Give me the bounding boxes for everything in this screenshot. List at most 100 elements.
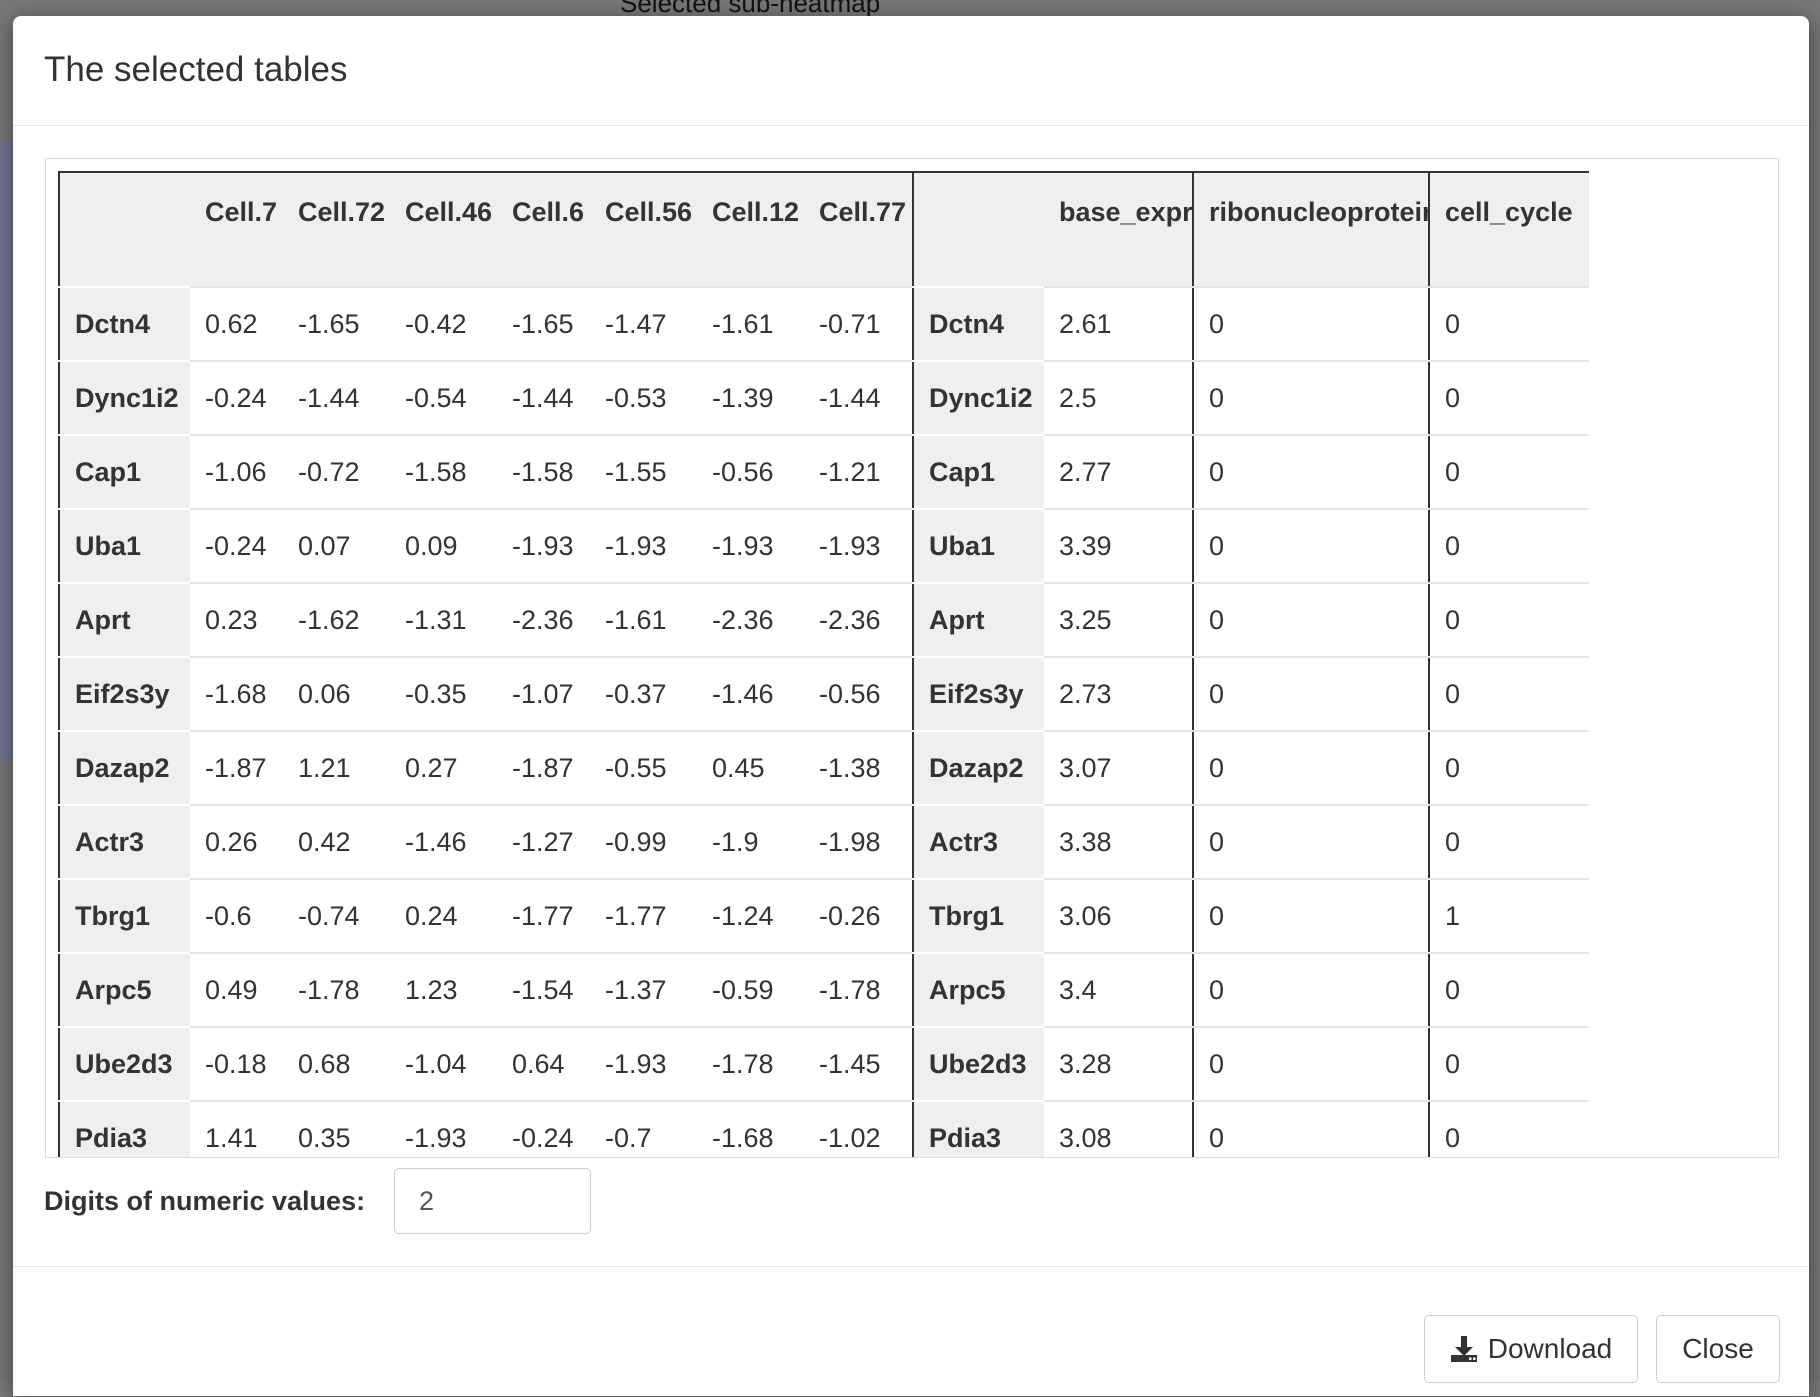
table-row: 0: [1429, 360, 1589, 435]
row-header-gene: Ube2d3: [913, 1026, 1044, 1101]
dialog-header: The selected tables: [13, 16, 1809, 126]
column-header: base_expr: [1044, 173, 1192, 287]
table-cell: -1.93: [497, 508, 590, 583]
table-cell: 2.73: [1044, 656, 1192, 731]
row-header-gene: Eif2s3y: [59, 656, 190, 731]
expression-table: Cell.7 Cell.72 Cell.46 Cell.6 Cell.56 Cell.12…: [58, 173, 912, 1157]
table-row: Aprt 0.23 -1.62 -1.31 -2.36 -1.61 -2.36 -2.36: [59, 582, 912, 657]
table-cell: -0.24: [497, 1100, 590, 1157]
row-header-gene: Uba1: [913, 508, 1044, 583]
close-button[interactable]: Close: [1656, 1315, 1780, 1383]
table-cell: -2.36: [804, 582, 912, 657]
download-button[interactable]: Download: [1424, 1315, 1638, 1383]
table-cell: 0: [1429, 656, 1589, 731]
table-row: Eif2s3y 2.73: [913, 656, 1192, 731]
table-row: 0: [1429, 508, 1589, 583]
table-cell: -0.6: [190, 878, 283, 953]
table-row: Dync1i2 2.5: [913, 360, 1192, 435]
table-cell: 0: [1193, 582, 1428, 657]
row-header-gene: Aprt: [913, 582, 1044, 657]
table-scroll-area[interactable]: Cell.7 Cell.72 Cell.46 Cell.6 Cell.56 Cell.12…: [45, 158, 1779, 1158]
table-cell: 0: [1193, 508, 1428, 583]
table-cell: 1: [1429, 878, 1589, 953]
table-cell: -1.87: [190, 730, 283, 805]
table-cell: 0.35: [283, 1100, 390, 1157]
table-cell: -1.04: [390, 1026, 497, 1101]
table-cell: -0.74: [283, 878, 390, 953]
table-cell: 0: [1429, 1026, 1589, 1101]
table-cell: 0.06: [283, 656, 390, 731]
dialog-title: The selected tables: [44, 50, 348, 89]
table-cell: -2.36: [697, 582, 804, 657]
table-cell: 3.38: [1044, 804, 1192, 879]
table-cell: 3.39: [1044, 508, 1192, 583]
table-cell: -1.78: [804, 952, 912, 1027]
digits-input[interactable]: [394, 1168, 591, 1234]
table-cell: 0.62: [190, 286, 283, 361]
table-row: 0: [1429, 582, 1589, 657]
table-cell: -2.36: [497, 582, 590, 657]
row-header-gene: Dazap2: [913, 730, 1044, 805]
table-cell: 3.08: [1044, 1100, 1192, 1157]
table-cell: -0.24: [190, 508, 283, 583]
table-row: Uba1 -0.24 0.07 0.09 -1.93 -1.93 -1.93 -1.93: [59, 508, 912, 583]
table-cell: -1.02: [804, 1100, 912, 1157]
table-cell: 0.23: [190, 582, 283, 657]
table-cell: -1.68: [697, 1100, 804, 1157]
column-header: [59, 173, 190, 287]
column-header: cell_cycle: [1429, 173, 1589, 287]
table-cell: -0.99: [590, 804, 697, 879]
table-row: 0: [1193, 286, 1428, 361]
table-row: Uba1 3.39: [913, 508, 1192, 583]
base-expr-table: base_expr Dctn4 2.61 Dync1i2 2.5 Cap1 2.77 Uba…: [912, 173, 1192, 1157]
table-cell: 0: [1429, 434, 1589, 509]
table-row: Dctn4 0.62 -1.65 -0.42 -1.65 -1.47 -1.61 -0.71: [59, 286, 912, 361]
table-row: Arpc5 3.4: [913, 952, 1192, 1027]
table-row: 0: [1429, 952, 1589, 1027]
table-row: 0: [1193, 508, 1428, 583]
table-cell: -0.24: [190, 360, 283, 435]
ribonucleoprotein-header-row: ribonucleoprotein: [1193, 173, 1428, 287]
row-header-gene: Dctn4: [59, 286, 190, 361]
table-cell: 0.68: [283, 1026, 390, 1101]
table-cell: 3.28: [1044, 1026, 1192, 1101]
row-header-gene: Dync1i2: [913, 360, 1044, 435]
row-header-gene: Pdia3: [913, 1100, 1044, 1157]
table-cell: -0.56: [697, 434, 804, 509]
table-cell: 0: [1429, 730, 1589, 805]
table-cell: -1.54: [497, 952, 590, 1027]
table-cell: 0: [1193, 878, 1428, 953]
digits-label: Digits of numeric values:: [44, 1186, 366, 1216]
base-expr-body: Dctn4 2.61 Dync1i2 2.5 Cap1 2.77 Uba1 3.39 Aprt 3…: [913, 286, 1192, 1157]
row-header-gene: Aprt: [59, 582, 190, 657]
table-cell: -1.58: [390, 434, 497, 509]
table-cell: 2.5: [1044, 360, 1192, 435]
cell-cycle-header-row: cell_cycle: [1429, 173, 1589, 287]
table-row: Pdia3 1.41 0.35 -1.93 -0.24 -0.7 -1.68 -1.02: [59, 1100, 912, 1157]
table-cell: 0: [1429, 286, 1589, 361]
table-cell: 0: [1193, 360, 1428, 435]
table-cell: 0: [1193, 730, 1428, 805]
table-row: Tbrg1 -0.6 -0.74 0.24 -1.77 -1.77 -1.24 -0.26: [59, 878, 912, 953]
table-cell: 0.42: [283, 804, 390, 879]
table-cell: 0.09: [390, 508, 497, 583]
table-cell: -1.45: [804, 1026, 912, 1101]
table-cell: -1.78: [697, 1026, 804, 1101]
table-cell: 0: [1193, 952, 1428, 1027]
table-cell: 0: [1429, 360, 1589, 435]
table-cell: -1.93: [390, 1100, 497, 1157]
table-cell: 0: [1429, 582, 1589, 657]
table-cell: 0: [1429, 1100, 1589, 1157]
table-cell: 0: [1429, 952, 1589, 1027]
table-cell: 2.61: [1044, 286, 1192, 361]
table-cell: -1.98: [804, 804, 912, 879]
table-cell: 1.21: [283, 730, 390, 805]
row-header-gene: Dctn4: [913, 286, 1044, 361]
column-header: [913, 173, 1044, 287]
table-row: Cap1 2.77: [913, 434, 1192, 509]
table-row: Arpc5 0.49 -1.78 1.23 -1.54 -1.37 -0.59 -1.78: [59, 952, 912, 1027]
row-header-gene: Ube2d3: [59, 1026, 190, 1101]
